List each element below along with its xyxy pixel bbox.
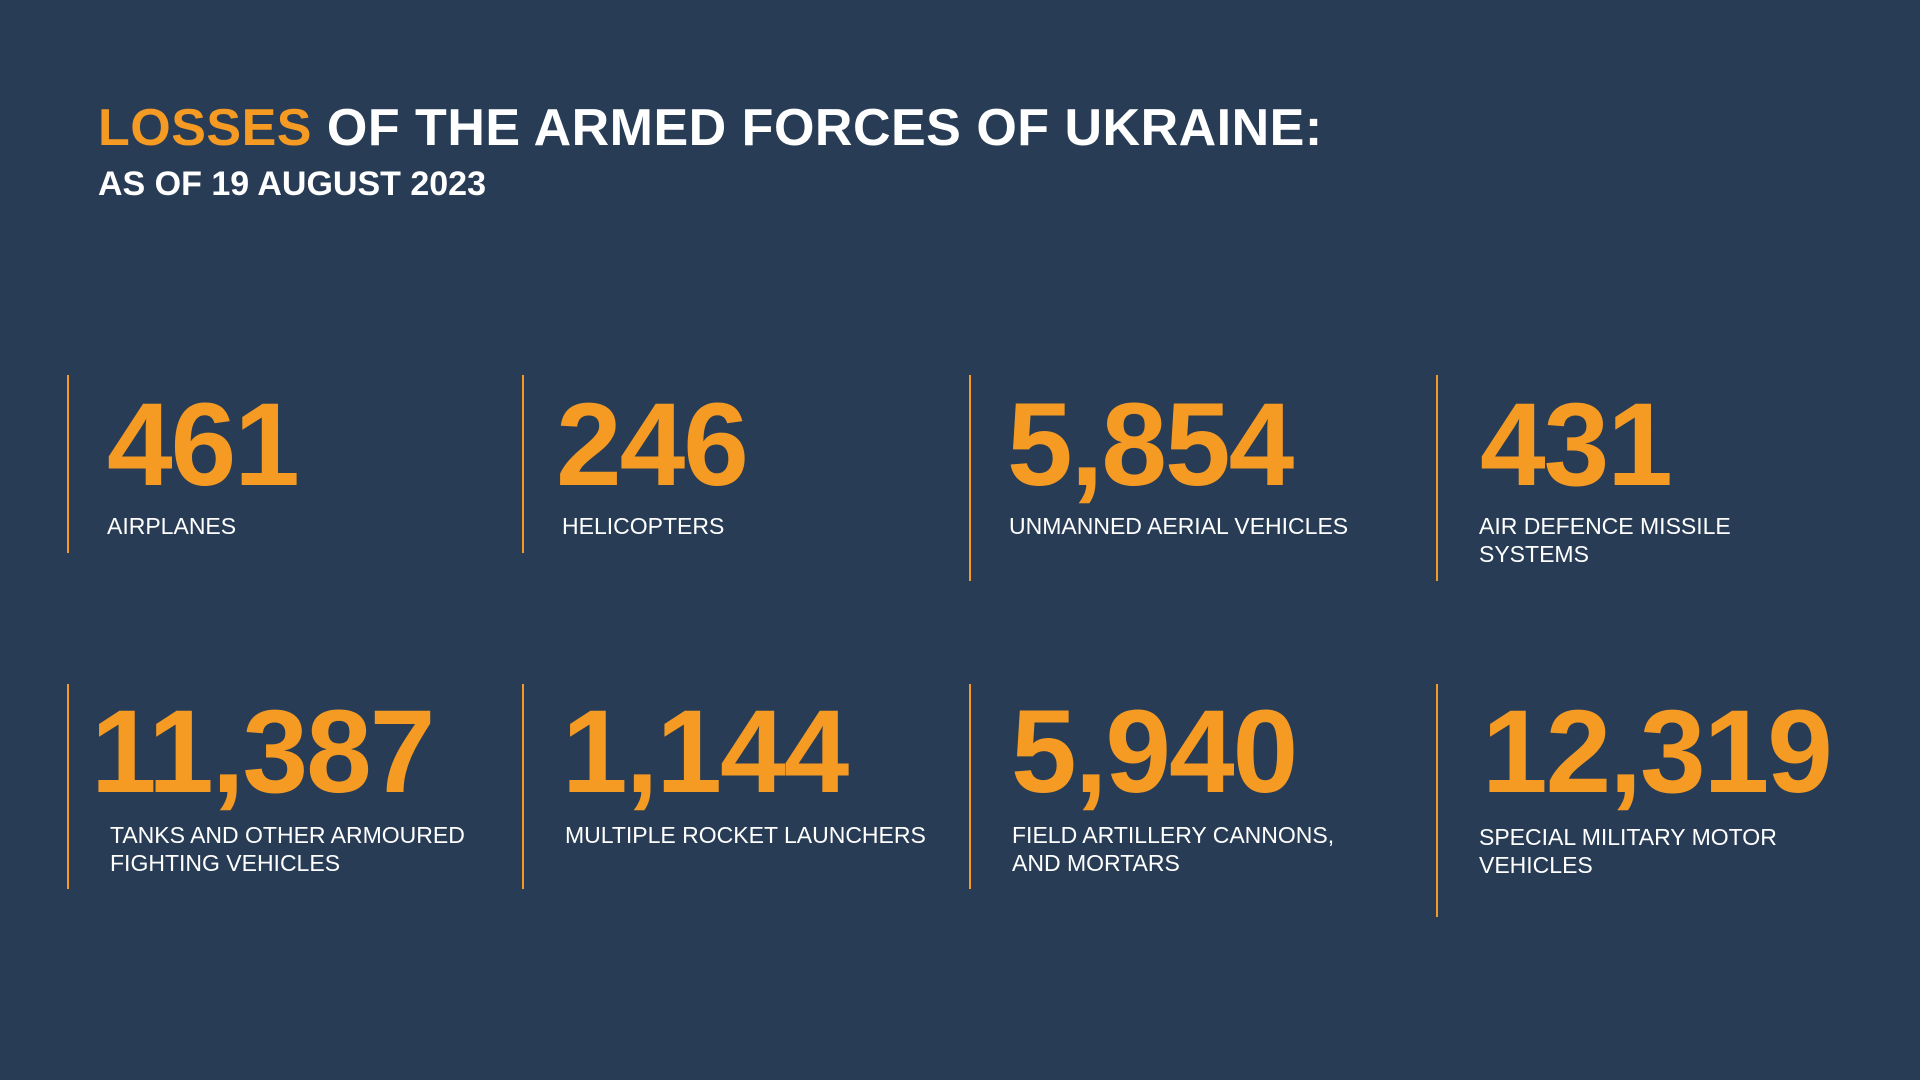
- stat-label-line: TANKS AND OTHER ARMOURED: [110, 822, 465, 848]
- stat-airplanes: 461 AIRPLANES: [67, 375, 449, 553]
- stat-label: FIELD ARTILLERY CANNONS, AND MORTARS: [1012, 821, 1334, 877]
- stat-unmanned-aerial-vehicles: 5,854 UNMANNED AERIAL VEHICLES: [969, 375, 1391, 581]
- stat-multiple-rocket-launchers: 1,144 MULTIPLE ROCKET LAUNCHERS: [522, 684, 964, 889]
- stat-value: 1,144: [562, 686, 849, 818]
- stat-value: 246: [556, 379, 749, 511]
- stat-value: 12,319: [1482, 686, 1833, 818]
- stat-label: MULTIPLE ROCKET LAUNCHERS: [565, 821, 926, 849]
- stat-value: 11,387: [91, 686, 435, 818]
- stat-label-line: HELICOPTERS: [562, 513, 725, 539]
- stat-tanks: 11,387 TANKS AND OTHER ARMOURED FIGHTING…: [67, 684, 509, 889]
- stat-label-line: AIRPLANES: [107, 513, 237, 539]
- stat-label-line: SPECIAL MILITARY MOTOR: [1479, 824, 1777, 850]
- stat-label-line: FIELD ARTILLERY CANNONS,: [1012, 822, 1335, 848]
- stat-label: UNMANNED AERIAL VEHICLES: [1009, 512, 1348, 540]
- stat-label: AIRPLANES: [107, 512, 236, 540]
- stat-field-artillery: 5,940 FIELD ARTILLERY CANNONS, AND MORTA…: [969, 684, 1411, 889]
- stat-value: 431: [1480, 379, 1673, 511]
- stat-label: TANKS AND OTHER ARMOURED FIGHTING VEHICL…: [110, 821, 465, 877]
- title-rest: OF THE ARMED FORCES OF UKRAINE:: [311, 99, 1323, 157]
- stat-label-line: UNMANNED AERIAL VEHICLES: [1009, 513, 1349, 539]
- title-accent: LOSSES: [98, 99, 312, 157]
- header: LOSSES OF THE ARMED FORCES OF UKRAINE: A…: [98, 98, 1323, 204]
- stat-special-military-motor-vehicles: 12,319 SPECIAL MILITARY MOTOR VEHICLES: [1436, 684, 1878, 917]
- page-subtitle: AS OF 19 AUGUST 2023: [98, 165, 486, 203]
- page-title: LOSSES OF THE ARMED FORCES OF UKRAINE:: [98, 98, 1323, 158]
- stat-value: 5,854: [1007, 379, 1294, 511]
- stat-value: 5,940: [1011, 686, 1298, 818]
- stat-value: 461: [107, 379, 300, 511]
- stat-label-line: MULTIPLE ROCKET LAUNCHERS: [565, 822, 926, 848]
- stat-label-line: AND MORTARS: [1012, 850, 1180, 876]
- stat-label-line: SYSTEMS: [1479, 541, 1589, 567]
- stat-air-defence-missile-systems: 431 AIR DEFENCE MISSILE SYSTEMS: [1436, 375, 1878, 581]
- stat-label-line: AIR DEFENCE MISSILE: [1479, 513, 1731, 539]
- stat-label: SPECIAL MILITARY MOTOR VEHICLES: [1479, 823, 1777, 879]
- stat-label: AIR DEFENCE MISSILE SYSTEMS: [1479, 512, 1731, 568]
- stat-label-line: VEHICLES: [1479, 852, 1593, 878]
- stat-label-line: FIGHTING VEHICLES: [110, 850, 341, 876]
- stat-label: HELICOPTERS: [562, 512, 724, 540]
- stat-helicopters: 246 HELICOPTERS: [522, 375, 944, 553]
